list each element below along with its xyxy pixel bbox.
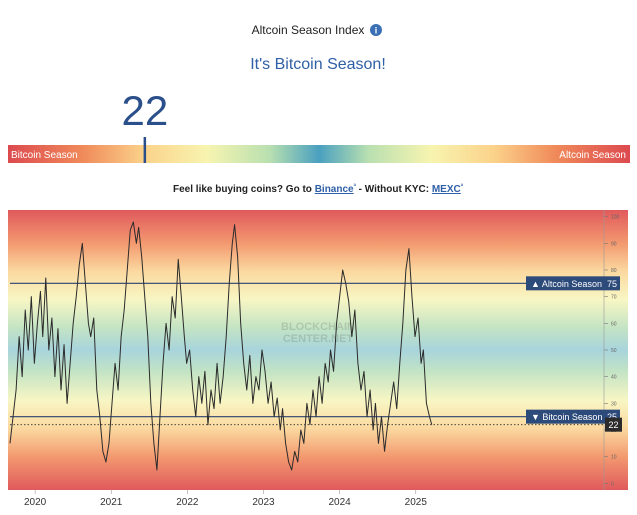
y-tick-label: 70 xyxy=(611,295,617,301)
y-tick-label: 30 xyxy=(611,401,617,407)
y-tick-label: 10 xyxy=(611,455,617,461)
x-tick-label: 2025 xyxy=(405,497,428,508)
promo: Feel like buying coins? Go to Binanceª -… xyxy=(173,180,464,195)
gauge-left-label: Bitcoin Season xyxy=(11,150,78,161)
y-tick-label: 50 xyxy=(611,348,617,354)
current-value-box xyxy=(605,417,622,432)
chart: BLOCKCHAINCENTER.NET01020304050607080901… xyxy=(9,210,622,508)
current-value-label: 22 xyxy=(608,420,618,430)
link-icon: ª xyxy=(461,183,464,190)
series-line xyxy=(9,221,433,471)
y-tick-label: 60 xyxy=(611,321,617,327)
y-tick-label: 80 xyxy=(611,268,617,274)
watermark: CENTER.NET xyxy=(283,333,354,345)
mexc-link[interactable]: MEXC xyxy=(432,184,461,195)
x-tick-label: 2020 xyxy=(24,497,47,508)
y-tick-label: 90 xyxy=(611,241,617,247)
svg-text:i: i xyxy=(375,26,378,36)
promo-text: - Without KYC: xyxy=(359,184,429,195)
gauge-right-label: Altcoin Season xyxy=(559,150,626,161)
binance-link[interactable]: Binance xyxy=(315,184,354,195)
x-tick-label: 2024 xyxy=(329,497,352,508)
info-icon[interactable]: i xyxy=(370,24,382,36)
y-tick-label: 40 xyxy=(611,375,617,381)
y-tick-label: 0 xyxy=(611,481,614,487)
x-tick-label: 2022 xyxy=(176,497,199,508)
promo-text: Feel like buying coins? Go to xyxy=(173,184,312,195)
gauge-bar xyxy=(8,145,630,163)
reference-value: 75 xyxy=(607,279,617,289)
season-status: It's Bitcoin Season! xyxy=(250,56,386,73)
plot-background xyxy=(8,210,628,490)
link-icon: ª xyxy=(354,183,357,190)
reference-label: ▲ Altcoin Season xyxy=(531,279,602,289)
x-tick-label: 2021 xyxy=(100,497,123,508)
reference-label-box xyxy=(526,276,620,291)
page-title: Altcoin Season Index xyxy=(252,23,365,37)
y-tick-label: 100 xyxy=(611,215,620,221)
watermark: BLOCKCHAIN xyxy=(281,321,355,333)
reference-value: 25 xyxy=(607,412,617,422)
x-tick-label: 2023 xyxy=(252,497,275,508)
index-value: 22 xyxy=(121,87,168,134)
reference-label: ▼ Bitcoin Season xyxy=(531,412,602,422)
reference-label-box xyxy=(526,409,620,424)
